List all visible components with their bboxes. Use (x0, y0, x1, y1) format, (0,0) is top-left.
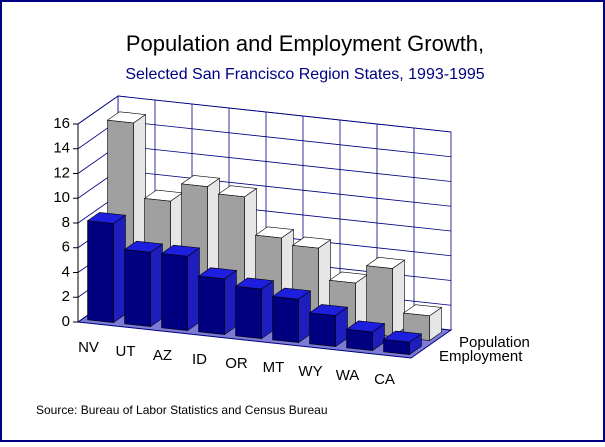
bar-front (309, 312, 336, 347)
bar-side (261, 280, 274, 340)
bar-front (198, 275, 225, 335)
bar-side (392, 259, 405, 338)
bar-side (298, 290, 311, 344)
y-tick-label: 4 (62, 263, 70, 280)
bar-front (346, 328, 373, 351)
bar (308, 304, 349, 348)
y-tick-label: 6 (62, 239, 70, 256)
bar (160, 244, 201, 332)
bar (402, 304, 443, 342)
x-tick-label: CA (374, 371, 395, 388)
y-tick-label: 2 (62, 288, 70, 305)
chart-title: Population and Employment Growth, (126, 31, 484, 56)
bar (123, 240, 164, 328)
bar (234, 277, 275, 340)
bar-side (150, 243, 163, 328)
bar-front (383, 339, 410, 355)
x-tick-label: OR (225, 355, 248, 372)
bar-front (161, 253, 188, 331)
y-tick-label: 10 (53, 189, 70, 206)
bar (382, 330, 423, 356)
x-tick-label: AZ (153, 347, 172, 364)
bar-front (124, 249, 151, 327)
x-tick-label: WA (336, 367, 360, 384)
grid-line (77, 95, 452, 133)
bar (271, 287, 312, 344)
y-tick-label: 14 (53, 140, 70, 157)
y-tick-label: 16 (53, 115, 70, 132)
bar-side (187, 247, 200, 332)
y-tick-label: 8 (62, 214, 70, 231)
bar (86, 212, 127, 324)
bar-front (235, 285, 262, 339)
series-label: Population (459, 334, 530, 351)
source-note: Source: Bureau of Labor Statistics and C… (36, 403, 328, 417)
bar (365, 257, 406, 338)
bar-side (224, 269, 237, 336)
bar-front (272, 296, 299, 343)
x-tick-label: NV (78, 339, 99, 356)
x-tick-label: MT (263, 359, 285, 376)
bar (345, 320, 386, 352)
y-tick-label: 0 (62, 313, 70, 330)
chart-subtitle: Selected San Francisco Region States, 19… (125, 66, 484, 83)
x-tick-label: WY (298, 363, 322, 380)
bar-front (87, 220, 114, 323)
y-tick-label: 12 (53, 164, 70, 181)
x-tick-label: UT (116, 343, 136, 360)
bar (197, 267, 238, 336)
x-tick-label: ID (192, 351, 207, 368)
series-label: Employment (439, 348, 523, 365)
bar-side (113, 214, 126, 324)
